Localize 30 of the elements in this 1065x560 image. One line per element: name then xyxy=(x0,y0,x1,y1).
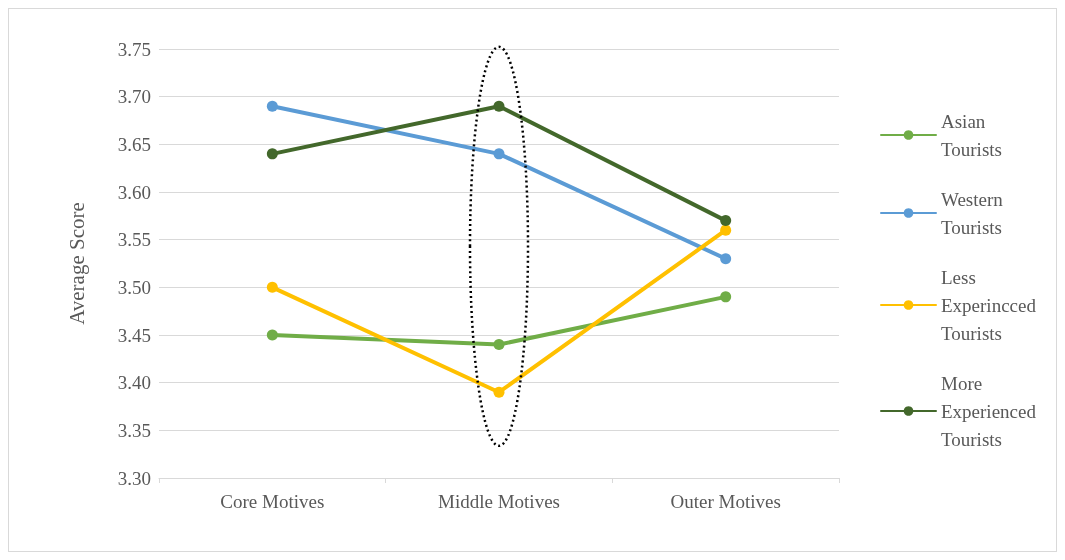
y-tick-label: 3.60 xyxy=(117,181,151,203)
x-tick-label: Outer Motives xyxy=(670,491,781,512)
point xyxy=(720,215,732,227)
x-tick-label: Middle Motives xyxy=(438,491,560,512)
point xyxy=(266,281,278,293)
point xyxy=(493,100,505,112)
point xyxy=(266,148,278,160)
legend-label: Western Tourists xyxy=(941,188,1008,238)
point xyxy=(720,253,732,265)
y-tick-label: 3.65 xyxy=(117,133,151,155)
y-tick-label: 3.50 xyxy=(117,276,151,298)
point xyxy=(493,148,505,160)
point xyxy=(493,386,505,398)
y-tick-label: 3.70 xyxy=(117,86,151,108)
legend-label: More Experienced Tourists xyxy=(941,372,1041,450)
y-axis-title: Average Score xyxy=(64,202,89,325)
y-tick-label: 3.35 xyxy=(117,419,151,441)
y-tick-label: 3.45 xyxy=(117,324,151,346)
point xyxy=(720,224,732,236)
y-tick-label: 3.30 xyxy=(117,467,151,489)
legend-label: Less Experincced Tourists xyxy=(941,266,1041,344)
point xyxy=(720,291,732,303)
y-tick-label: 3.55 xyxy=(117,229,151,251)
point xyxy=(266,100,278,112)
point xyxy=(266,329,278,341)
point xyxy=(493,339,505,351)
x-tick-label: Core Motives xyxy=(220,491,325,512)
legend-label: Asian Tourists xyxy=(941,110,1002,160)
y-tick-label: 3.75 xyxy=(117,38,151,60)
y-tick-label: 3.40 xyxy=(117,372,151,394)
